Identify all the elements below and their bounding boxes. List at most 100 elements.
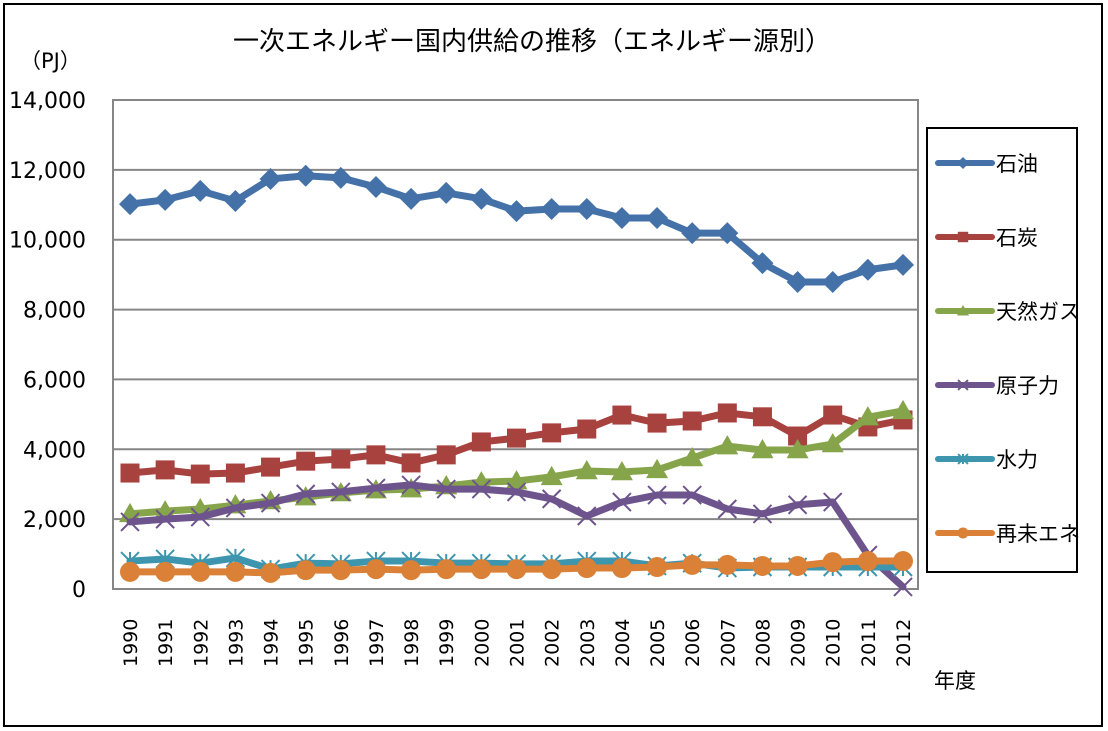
data-point (823, 405, 843, 425)
data-point (957, 379, 969, 391)
legend-item: 水力 (935, 448, 1038, 472)
data-point (436, 479, 456, 499)
data-point (260, 493, 281, 513)
x-tick-label: 1994 (261, 619, 283, 667)
y-tick-label: 10,000 (9, 229, 86, 254)
chart-title: 一次エネルギー国内供給の推移（エネルギー源別） (233, 27, 831, 57)
x-tick-label: 2004 (612, 619, 634, 667)
data-point (541, 489, 562, 509)
x-tick-label: 1997 (366, 619, 388, 667)
x-tick-label: 2005 (647, 619, 669, 667)
data-point (331, 482, 351, 502)
data-point (575, 459, 598, 480)
data-point (956, 156, 970, 170)
data-point (471, 432, 491, 452)
data-point (190, 507, 210, 527)
legend-label: 原子力 (996, 374, 1059, 398)
data-point (189, 179, 212, 202)
data-point (155, 460, 175, 480)
data-point (120, 561, 140, 582)
plot-area (112, 99, 919, 590)
x-tick-label: 2007 (717, 619, 739, 667)
x-tick-label: 2003 (577, 619, 599, 667)
data-point (506, 559, 527, 580)
data-point (857, 551, 878, 572)
data-point (436, 445, 456, 465)
data-point (400, 187, 423, 210)
data-point (294, 164, 317, 187)
data-point (682, 485, 702, 505)
x-tick-label: 2002 (542, 619, 564, 667)
legend-label: 水力 (996, 448, 1038, 472)
y-axis-unit-label: （PJ） (20, 49, 81, 73)
data-point (716, 435, 739, 455)
legend-box (926, 127, 1078, 573)
data-point (401, 475, 421, 495)
data-point (788, 426, 808, 446)
data-point (956, 304, 970, 316)
data-point (752, 504, 773, 524)
data-point (540, 197, 563, 220)
data-point (856, 406, 879, 426)
series-circle (120, 551, 913, 583)
x-tick-label: 2000 (471, 619, 493, 667)
data-point (329, 166, 352, 189)
data-point (505, 200, 528, 223)
data-point (681, 222, 704, 245)
data-point (821, 270, 844, 293)
legend-label: 石油 (996, 152, 1038, 176)
data-point (892, 399, 914, 420)
series-x (120, 475, 913, 597)
x-axis-ticks: 1990 1991 1992 1993 1994 1995 1996 1997 1998 1999… (120, 619, 915, 667)
data-point (821, 433, 844, 453)
data-point (154, 188, 177, 211)
data-point (786, 270, 809, 293)
y-tick-label: 12,000 (9, 159, 86, 184)
data-point (575, 197, 598, 220)
data-point (120, 512, 140, 532)
x-tick-label: 2006 (682, 619, 704, 667)
data-point (717, 499, 738, 519)
data-point (751, 252, 774, 275)
data-point (647, 485, 667, 505)
data-point (260, 562, 281, 583)
data-point (612, 492, 632, 512)
x-tick-label: 2012 (893, 619, 915, 667)
data-point (541, 559, 562, 580)
data-point (225, 561, 246, 582)
data-point (717, 403, 737, 423)
data-point (119, 193, 141, 216)
data-point (716, 222, 739, 245)
x-tick-label: 2011 (858, 619, 880, 667)
data-point (366, 478, 386, 498)
data-point (647, 413, 667, 433)
data-point (505, 470, 528, 490)
x-tick-label: 1995 (296, 619, 318, 667)
data-point (611, 558, 632, 579)
data-point (542, 423, 562, 443)
data-point (957, 453, 969, 465)
y-tick-label: 8,000 (23, 299, 86, 324)
legend-item: 再未エネ (935, 522, 1080, 546)
data-point (436, 559, 457, 580)
legend-label: 天然ガス (996, 300, 1080, 324)
data-point (435, 181, 458, 204)
data-point (155, 509, 175, 529)
data-point (610, 207, 633, 230)
x-tick-label: 2009 (788, 619, 810, 667)
y-tick-label: 4,000 (23, 438, 86, 463)
data-point (682, 411, 702, 431)
data-point (577, 419, 597, 439)
data-point (401, 560, 422, 581)
x-tick-label: 1996 (331, 619, 353, 667)
legend-label: 石炭 (996, 226, 1038, 250)
data-point (470, 187, 493, 210)
data-point (225, 498, 246, 518)
data-point (717, 554, 738, 575)
x-tick-label: 1990 (120, 619, 142, 667)
data-point (610, 460, 633, 481)
y-tick-label: 2,000 (23, 508, 86, 533)
data-point (295, 484, 316, 504)
data-point (576, 558, 597, 579)
